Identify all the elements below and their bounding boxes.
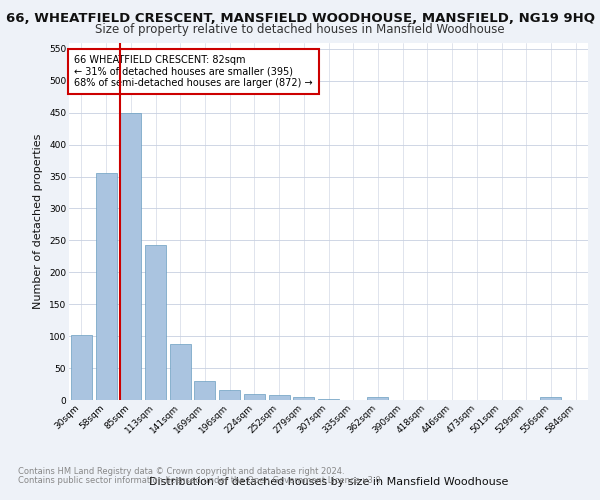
Bar xyxy=(71,335,92,400)
Bar xyxy=(318,398,339,400)
Bar xyxy=(95,174,116,400)
Text: Contains public sector information licensed under the Open Government Licence v3: Contains public sector information licen… xyxy=(18,476,383,485)
Bar xyxy=(367,397,388,400)
Y-axis label: Number of detached properties: Number of detached properties xyxy=(34,134,43,309)
Bar xyxy=(269,395,290,400)
Bar xyxy=(170,344,191,400)
Bar xyxy=(120,112,141,400)
Bar xyxy=(541,398,562,400)
Text: Size of property relative to detached houses in Mansfield Woodhouse: Size of property relative to detached ho… xyxy=(95,22,505,36)
Bar xyxy=(293,398,314,400)
Text: 66 WHEATFIELD CRESCENT: 82sqm
← 31% of detached houses are smaller (395)
68% of : 66 WHEATFIELD CRESCENT: 82sqm ← 31% of d… xyxy=(74,55,313,88)
Text: Contains HM Land Registry data © Crown copyright and database right 2024.: Contains HM Land Registry data © Crown c… xyxy=(18,467,344,476)
Bar xyxy=(219,390,240,400)
Bar xyxy=(145,245,166,400)
Text: 66, WHEATFIELD CRESCENT, MANSFIELD WOODHOUSE, MANSFIELD, NG19 9HQ: 66, WHEATFIELD CRESCENT, MANSFIELD WOODH… xyxy=(5,12,595,26)
Bar xyxy=(194,381,215,400)
Bar xyxy=(244,394,265,400)
X-axis label: Distribution of detached houses by size in Mansfield Woodhouse: Distribution of detached houses by size … xyxy=(149,476,508,486)
